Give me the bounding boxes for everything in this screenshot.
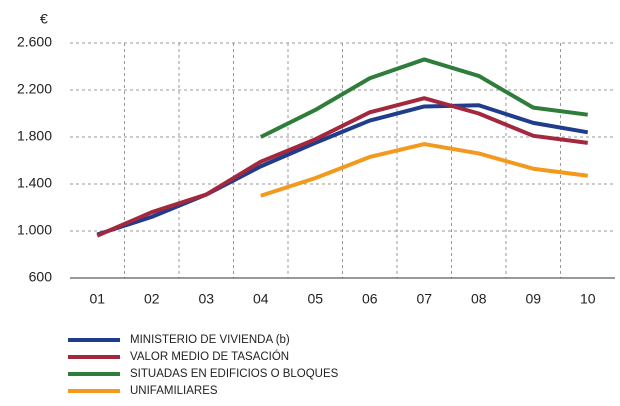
legend-label: MINISTERIO DE VIVIENDA (b) <box>130 334 290 346</box>
x-tick-label: 04 <box>253 291 269 307</box>
y-tick-label: 1.400 <box>17 175 52 191</box>
x-tick-label: 01 <box>89 291 105 307</box>
series-line <box>96 103 589 237</box>
series-line <box>259 57 589 139</box>
y-tick-label: 1.800 <box>17 128 52 144</box>
x-tick-label: 02 <box>144 291 160 307</box>
x-tick-label: 03 <box>198 291 214 307</box>
legend-label: UNIFAMILIARES <box>130 385 218 397</box>
x-tick-label: 07 <box>416 291 432 307</box>
series-line <box>260 142 589 198</box>
y-tick-label: 2.600 <box>17 34 52 50</box>
x-tick-label: 09 <box>525 291 541 307</box>
series-line <box>96 96 589 238</box>
x-tick-label: 06 <box>362 291 378 307</box>
x-tick-label: 05 <box>307 291 323 307</box>
x-tick-label: 10 <box>580 291 596 307</box>
y-unit: € <box>40 11 48 27</box>
y-tick-label: 2.200 <box>17 81 52 97</box>
y-tick-label: 1.000 <box>17 222 52 238</box>
x-tick-label: 08 <box>471 291 487 307</box>
y-tick-label: 600 <box>29 269 53 285</box>
legend-label: SITUADAS EN EDIFICIOS O BLOQUES <box>130 368 339 380</box>
legend-label: VALOR MEDIO DE TASACIÓN <box>130 350 289 363</box>
